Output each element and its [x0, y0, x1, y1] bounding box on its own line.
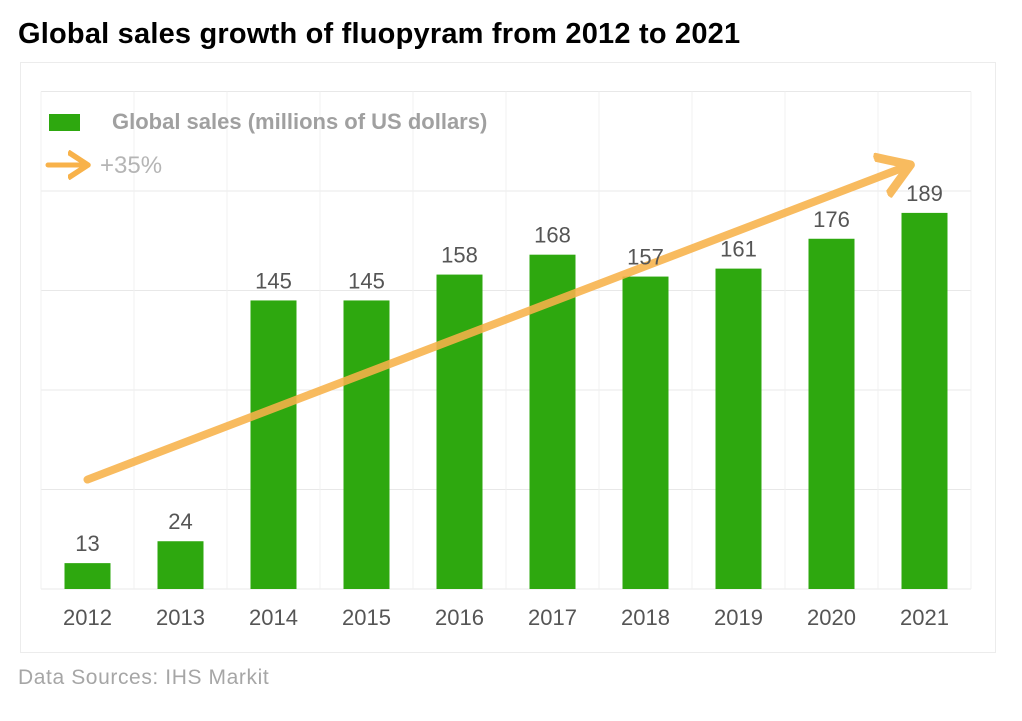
bar-2013	[157, 541, 204, 589]
legend-label-trend: +35%	[100, 152, 162, 179]
x-tick-2015: 2015	[342, 605, 391, 630]
data-label-2014: 145	[255, 268, 292, 293]
bar-2021	[901, 212, 948, 589]
x-tick-2021: 2021	[900, 605, 949, 630]
bars	[64, 212, 948, 589]
data-label-2018: 157	[627, 245, 664, 270]
legend: Global sales (millions of US dollars) +3…	[45, 109, 487, 179]
data-source-note: Data Sources: IHS Markit	[18, 666, 270, 689]
bar-2014	[250, 300, 297, 589]
data-label-2016: 158	[441, 243, 478, 268]
data-label-2019: 161	[720, 237, 757, 262]
bar-2012	[64, 563, 111, 589]
x-tick-2016: 2016	[435, 605, 484, 630]
data-label-2017: 168	[534, 223, 571, 248]
x-tick-2014: 2014	[249, 605, 298, 630]
data-label-2013: 24	[168, 509, 192, 534]
bar-2019	[715, 268, 762, 589]
data-labels: 13 24 145 145 158 168 157 161 176 189	[75, 181, 943, 556]
x-tick-2017: 2017	[528, 605, 577, 630]
trend-arrow	[83, 167, 905, 484]
trend-arrow-line	[83, 167, 905, 484]
data-label-2020: 176	[813, 207, 850, 232]
x-tick-2018: 2018	[621, 605, 670, 630]
chart-title: Global sales growth of fluopyram from 20…	[18, 18, 741, 50]
gridlines	[40, 91, 972, 590]
x-tick-2012: 2012	[63, 605, 112, 630]
bar-2020	[808, 238, 855, 589]
x-tick-2020: 2020	[807, 605, 856, 630]
bar-2018	[622, 276, 669, 589]
chart-frame: 13 24 145 145 158 168 157 161 176 189 2012 2013 201…	[20, 62, 996, 653]
x-tick-2019: 2019	[714, 605, 763, 630]
bar-2016	[436, 274, 483, 589]
x-axis-ticks: 2012 2013 2014 2015 2016 2017 2018 2019 2020 2021	[63, 605, 949, 630]
legend-label-global-sales: Global sales (millions of US dollars)	[112, 109, 487, 134]
data-label-2015: 145	[348, 268, 385, 293]
x-tick-2013: 2013	[156, 605, 205, 630]
data-label-2012: 13	[75, 531, 99, 556]
legend-swatch-global-sales	[49, 114, 80, 131]
bar-2015	[343, 300, 390, 589]
data-label-2021: 189	[906, 181, 943, 206]
